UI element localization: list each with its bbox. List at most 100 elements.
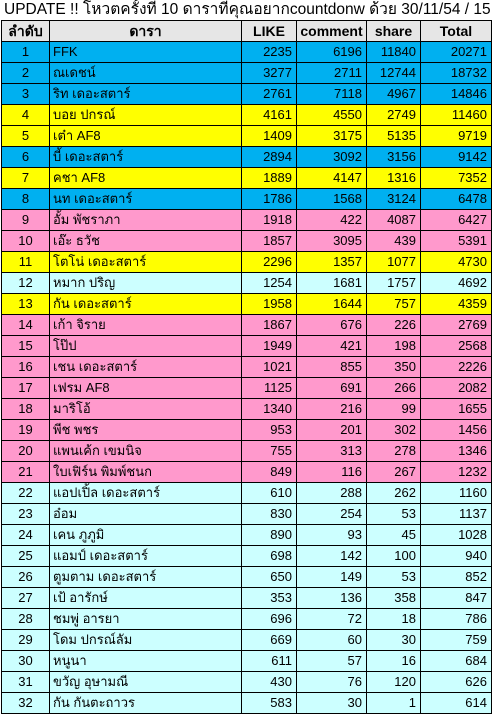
rank-cell: 4 [1, 104, 50, 126]
comment-cell: 7118 [296, 83, 367, 105]
table-row: 2 ณเดชน์ 3277 2711 12744 18732 [1, 62, 492, 84]
like-cell: 1409 [241, 125, 297, 147]
like-cell: 2761 [241, 83, 297, 105]
share-cell: 18 [366, 608, 421, 630]
table-row: 13 กัน เดอะสตาร์ 1958 1644 757 4359 [1, 293, 492, 315]
share-cell: 3156 [366, 146, 421, 168]
share-cell: 1077 [366, 251, 421, 273]
share-cell: 2749 [366, 104, 421, 126]
total-cell: 847 [420, 587, 492, 609]
table-row: 18 มาริโอ้ 1340 216 99 1655 [1, 398, 492, 420]
rank-cell: 8 [1, 188, 50, 210]
comment-cell: 1644 [296, 293, 367, 315]
rank-cell: 20 [1, 440, 50, 462]
share-cell: 358 [366, 587, 421, 609]
rank-cell: 5 [1, 125, 50, 147]
name-cell: บอย ปกรณ์ [49, 104, 242, 126]
table-row: 3 ริท เดอะสตาร์ 2761 7118 4967 14846 [1, 83, 492, 105]
table-row: 31 ขวัญ อุษามณี 430 76 120 626 [1, 671, 492, 693]
name-cell: เฟรม AF8 [49, 377, 242, 399]
name-cell: แอปเปิ้ล เดอะสตาร์ [49, 482, 242, 504]
comment-cell: 93 [296, 524, 367, 546]
name-cell: หนูนา [49, 650, 242, 672]
total-cell: 9719 [420, 125, 492, 147]
rank-cell: 26 [1, 566, 50, 588]
share-cell: 45 [366, 524, 421, 546]
share-cell: 120 [366, 671, 421, 693]
comment-cell: 1568 [296, 188, 367, 210]
like-cell: 3277 [241, 62, 297, 84]
rank-cell: 30 [1, 650, 50, 672]
name-cell: คชา AF8 [49, 167, 242, 189]
comment-cell: 3092 [296, 146, 367, 168]
rank-cell: 15 [1, 335, 50, 357]
like-cell: 611 [241, 650, 297, 672]
comment-cell: 422 [296, 209, 367, 231]
name-cell: กัน เดอะสตาร์ [49, 293, 242, 315]
rank-cell: 29 [1, 629, 50, 651]
rank-cell: 23 [1, 503, 50, 525]
comment-cell: 72 [296, 608, 367, 630]
total-cell: 6427 [420, 209, 492, 231]
header-row: ลำดับ ดารา LIKE comment share Total [1, 20, 492, 42]
comment-cell: 2711 [296, 62, 367, 84]
rank-cell: 11 [1, 251, 50, 273]
table-row: 8 นท เดอะสตาร์ 1786 1568 3124 6478 [1, 188, 492, 210]
table-row: 14 เก้า จิราย 1867 676 226 2769 [1, 314, 492, 336]
share-cell: 262 [366, 482, 421, 504]
table-row: 6 บี้ เดอะสตาร์ 2894 3092 3156 9142 [1, 146, 492, 168]
total-cell: 1456 [420, 419, 492, 441]
total-cell: 1028 [420, 524, 492, 546]
name-cell: ณเดชน์ [49, 62, 242, 84]
name-cell: เป้ อารักษ์ [49, 587, 242, 609]
total-cell: 6478 [420, 188, 492, 210]
header-like: LIKE [241, 20, 297, 42]
total-cell: 786 [420, 608, 492, 630]
comment-cell: 201 [296, 419, 367, 441]
table-row: 32 กัน กันตะถาวร 583 30 1 614 [1, 692, 492, 714]
total-cell: 14846 [420, 83, 492, 105]
like-cell: 696 [241, 608, 297, 630]
share-cell: 5135 [366, 125, 421, 147]
like-cell: 583 [241, 692, 297, 714]
like-cell: 1958 [241, 293, 297, 315]
total-cell: 1160 [420, 482, 492, 504]
name-cell: FFK [49, 41, 242, 63]
share-cell: 30 [366, 629, 421, 651]
table-row: 28 ชมพู่ อารยา 696 72 18 786 [1, 608, 492, 630]
total-cell: 5391 [420, 230, 492, 252]
rank-cell: 31 [1, 671, 50, 693]
total-cell: 4730 [420, 251, 492, 273]
header-name: ดารา [49, 20, 242, 42]
share-cell: 4087 [366, 209, 421, 231]
header-share: share [366, 20, 421, 42]
total-cell: 4359 [420, 293, 492, 315]
rank-cell: 3 [1, 83, 50, 105]
like-cell: 1918 [241, 209, 297, 231]
table-row: 29 โดม ปกรณ์ลัม 669 60 30 759 [1, 629, 492, 651]
table-row: 5 เต๋า AF8 1409 3175 5135 9719 [1, 125, 492, 147]
rank-cell: 19 [1, 419, 50, 441]
name-cell: ชมพู่ อารยา [49, 608, 242, 630]
rank-cell: 25 [1, 545, 50, 567]
table-row: 23 อ๋อม 830 254 53 1137 [1, 503, 492, 525]
name-cell: อั้ม พัชราภา [49, 209, 242, 231]
rank-cell: 27 [1, 587, 50, 609]
like-cell: 1125 [241, 377, 297, 399]
share-cell: 4967 [366, 83, 421, 105]
total-cell: 1346 [420, 440, 492, 462]
total-cell: 2769 [420, 314, 492, 336]
total-cell: 2082 [420, 377, 492, 399]
rank-cell: 28 [1, 608, 50, 630]
name-cell: เอ๊ะ ธวัช [49, 230, 242, 252]
table-body: 1 FFK 2235 6196 11840 20271 2 ณเดชน์ 3277 2711 127… [1, 41, 492, 714]
table-row: 16 เชน เดอะสตาร์ 1021 855 350 2226 [1, 356, 492, 378]
total-cell: 626 [420, 671, 492, 693]
comment-cell: 60 [296, 629, 367, 651]
like-cell: 2296 [241, 251, 297, 273]
name-cell: อ๋อม [49, 503, 242, 525]
like-cell: 353 [241, 587, 297, 609]
like-cell: 849 [241, 461, 297, 483]
table-row: 25 แอมป์ เดอะสตาร์ 698 142 100 940 [1, 545, 492, 567]
comment-cell: 3095 [296, 230, 367, 252]
